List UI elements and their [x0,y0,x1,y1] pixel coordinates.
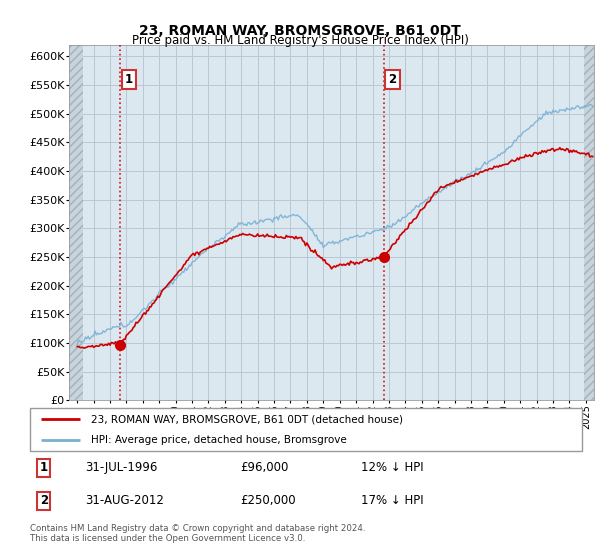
Text: 1: 1 [124,73,133,86]
Bar [69,45,83,400]
Text: 1: 1 [40,461,48,474]
FancyBboxPatch shape [30,408,582,451]
Text: £96,000: £96,000 [240,461,288,474]
Text: 2: 2 [388,73,397,86]
Text: 23, ROMAN WAY, BROMSGROVE, B61 0DT (detached house): 23, ROMAN WAY, BROMSGROVE, B61 0DT (deta… [91,414,403,424]
Text: 12% ↓ HPI: 12% ↓ HPI [361,461,424,474]
Text: Price paid vs. HM Land Registry's House Price Index (HPI): Price paid vs. HM Land Registry's House … [131,34,469,46]
Text: HPI: Average price, detached house, Bromsgrove: HPI: Average price, detached house, Brom… [91,436,346,445]
Text: 23, ROMAN WAY, BROMSGROVE, B61 0DT: 23, ROMAN WAY, BROMSGROVE, B61 0DT [139,24,461,38]
Text: 2: 2 [40,494,48,507]
Text: £250,000: £250,000 [240,494,295,507]
Text: 17% ↓ HPI: 17% ↓ HPI [361,494,424,507]
Text: Contains HM Land Registry data © Crown copyright and database right 2024.
This d: Contains HM Land Registry data © Crown c… [30,524,365,543]
Text: 31-JUL-1996: 31-JUL-1996 [85,461,158,474]
Bar [584,45,594,400]
Text: 31-AUG-2012: 31-AUG-2012 [85,494,164,507]
